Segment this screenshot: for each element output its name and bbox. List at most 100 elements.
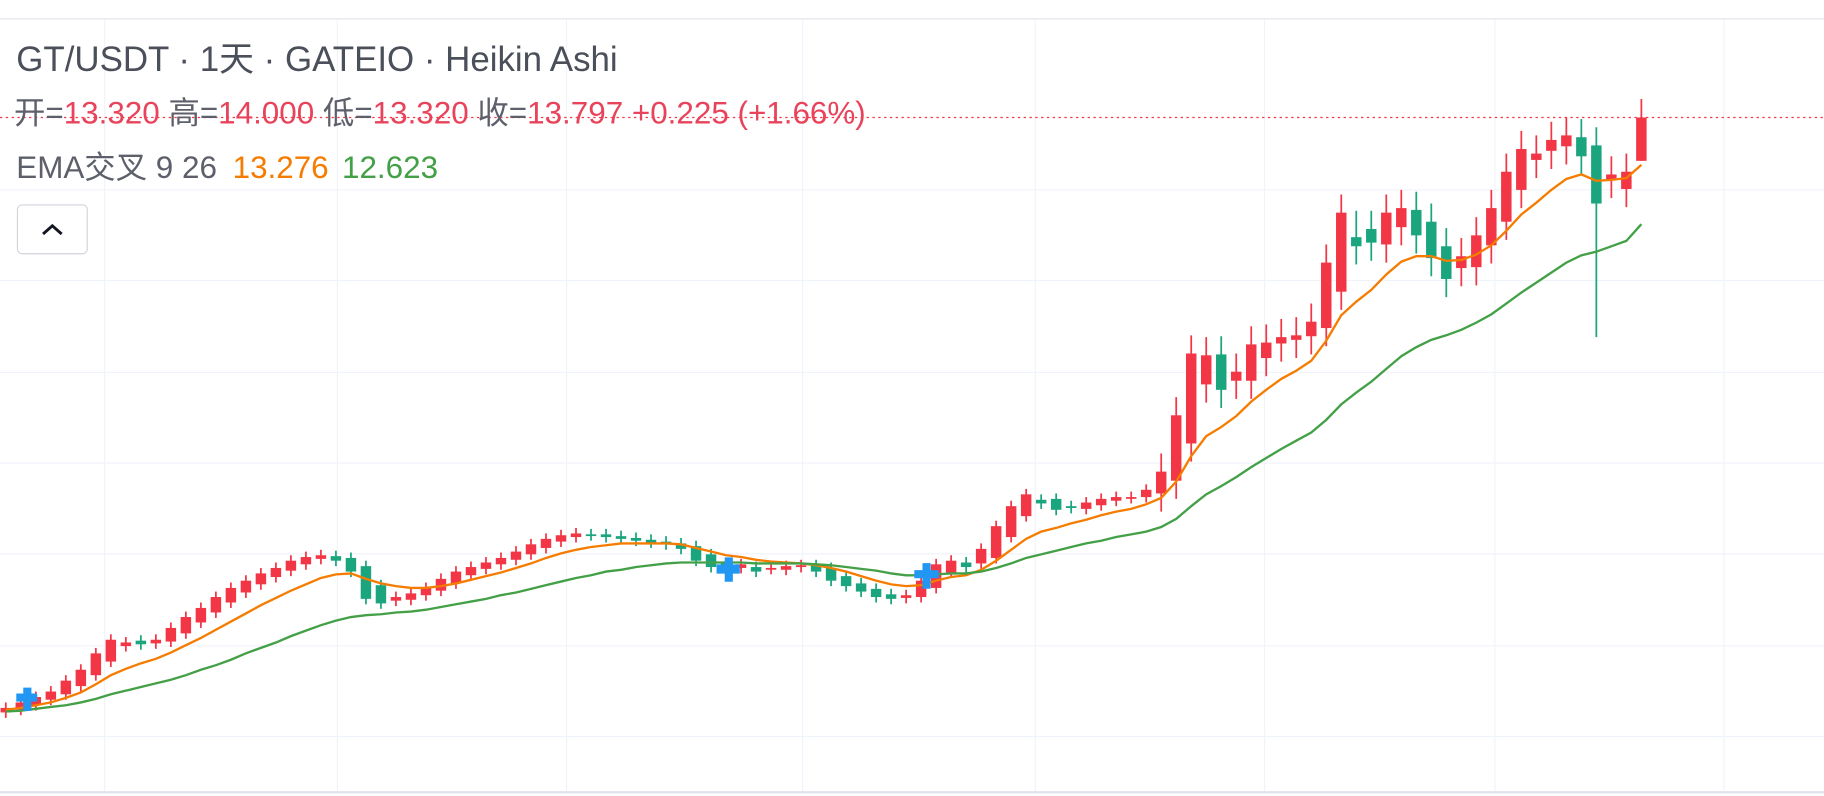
candle-body (45, 691, 57, 700)
chart-title: GT/USDT · 1天 · GATEIO · Heikin Ashi (16, 40, 617, 79)
candle-body (135, 640, 147, 645)
candle-body (210, 597, 222, 613)
candle-body (1471, 235, 1482, 268)
candle-body (1005, 506, 1017, 538)
candle-body (300, 557, 312, 565)
candle-body (600, 534, 612, 538)
legend-value: 13.320 (64, 96, 160, 131)
candle-body (345, 557, 357, 572)
candle-body (165, 627, 177, 642)
candle-body (1215, 354, 1227, 390)
indicator-legend: EMA交叉 9 26 13.276 12.623 (16, 150, 438, 185)
candle-body (465, 567, 477, 576)
candle-body (690, 546, 702, 561)
candle-body (330, 556, 342, 561)
candle-body (1246, 344, 1257, 381)
legend-value: 13.320 (373, 96, 469, 131)
candle-body (60, 680, 72, 695)
candle-body (180, 617, 192, 634)
candle-body (480, 562, 492, 569)
collapse-button[interactable] (16, 204, 88, 255)
cross-signal (914, 563, 939, 589)
candle-body (615, 536, 627, 539)
ema-line (5, 223, 1643, 713)
candle-body (1261, 342, 1272, 359)
candle-body (975, 548, 987, 564)
candle-body (1411, 209, 1422, 236)
candle-body (1561, 135, 1572, 147)
legend-value: 14.000 (218, 96, 314, 131)
indicator-name: EMA交叉 9 26 (16, 150, 217, 185)
legend-label: 低= (323, 96, 373, 131)
candle-body (285, 560, 297, 571)
candle-body (675, 543, 687, 549)
candle-body (900, 595, 912, 598)
candle-body (255, 573, 267, 585)
candle-body (90, 653, 102, 676)
candle-body (510, 551, 522, 560)
candle-body (1336, 212, 1347, 292)
legend-label: 高= (168, 96, 218, 131)
candle-body (1200, 355, 1212, 385)
candle-body (855, 583, 867, 592)
ohlc-legend: 开=13.320 高=14.000 低=13.320 收=13.797 +0.2… (14, 96, 866, 131)
candle-body (1396, 208, 1407, 228)
candle-body (1065, 506, 1077, 508)
candle-body (960, 562, 972, 568)
candle-body (840, 576, 852, 587)
candle-body (735, 564, 747, 568)
candle-body (405, 593, 417, 600)
candle-body (1230, 371, 1242, 381)
cross-signal (16, 687, 38, 711)
chevron-icon[interactable] (42, 223, 63, 236)
candle-body (1606, 174, 1617, 180)
candle-body (1501, 171, 1512, 222)
candle-body (645, 539, 657, 543)
candle-body (15, 702, 27, 710)
candle-body (1321, 262, 1332, 329)
grid (0, 18, 1824, 792)
candle-body (555, 535, 567, 542)
candle-body (1080, 502, 1092, 509)
candle-body (825, 567, 837, 581)
candle-body (270, 567, 282, 578)
candle-body (1516, 149, 1527, 190)
candle-body (810, 565, 822, 572)
candle-body (945, 560, 957, 573)
legend-value: 13.797 (527, 96, 623, 131)
cross-signals (16, 557, 939, 711)
candle-body (765, 567, 777, 570)
candle-body (1441, 246, 1452, 279)
candle-body (0, 707, 12, 713)
candle-body (450, 571, 462, 584)
indicator-value: 13.276 (233, 150, 329, 185)
candle-body (1591, 145, 1602, 204)
candle-body (540, 538, 552, 548)
candle-body (240, 580, 252, 593)
candle-body (390, 597, 402, 601)
candle-body (630, 537, 642, 541)
candle-body (990, 526, 1002, 558)
candle-body (795, 565, 807, 568)
candle-body (570, 533, 582, 538)
candle-body (1426, 221, 1437, 259)
candle-body (1486, 208, 1497, 246)
candle-body (420, 587, 432, 596)
candle-body (1636, 117, 1647, 161)
candle-body (1456, 256, 1467, 269)
legend-change: +0.225 (+1.66%) (632, 96, 866, 131)
candle-body (1576, 137, 1587, 157)
candle-body (1140, 489, 1152, 498)
collapse-button-box[interactable] (16, 204, 88, 255)
candle-body (1291, 335, 1302, 340)
candle-body (1276, 337, 1287, 344)
ema-line (5, 164, 1643, 711)
indicator-value: 12.623 (342, 150, 438, 185)
candle-body (885, 594, 897, 599)
candle-body (705, 554, 717, 568)
candle-body (105, 639, 117, 662)
candle-body (1381, 212, 1392, 245)
candle-body (1155, 471, 1167, 494)
candle-body (1306, 321, 1317, 337)
